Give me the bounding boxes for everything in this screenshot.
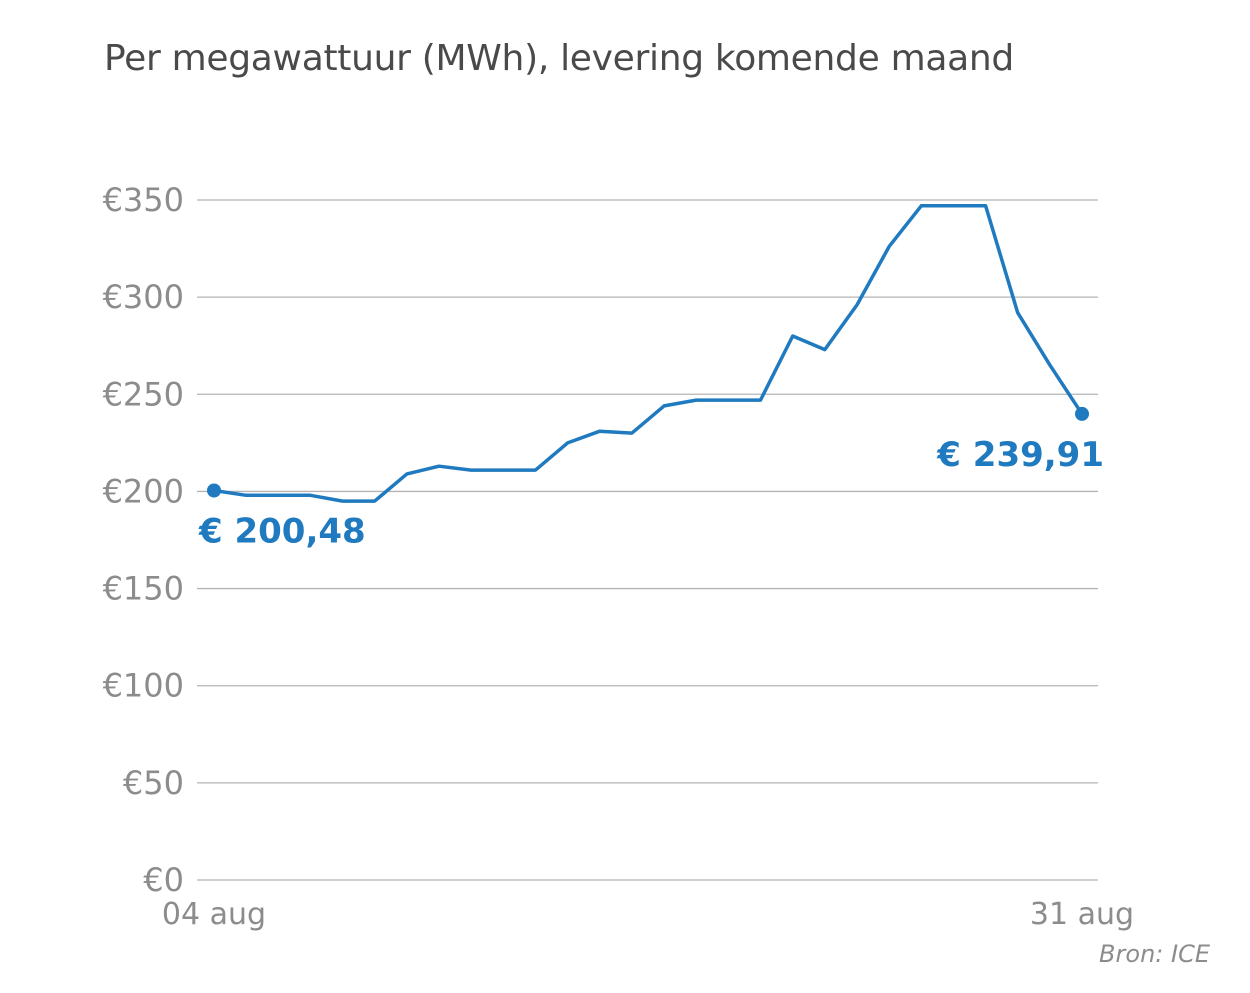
- end-labels: € 200,48 € 239,91: [198, 435, 1104, 552]
- y-tick-label: €200: [103, 472, 184, 510]
- x-tick-label: 04 aug: [162, 897, 266, 932]
- x-tick-label: 31 aug: [1030, 897, 1134, 932]
- y-tick-label: €350: [103, 181, 184, 219]
- end-point-marker: [1075, 406, 1089, 421]
- series-line: [212, 204, 1084, 503]
- y-tick-label: €150: [103, 570, 184, 608]
- y-axis-ticks: €0 €50 €100 €150 €200 €250 €300 €350: [103, 181, 184, 899]
- source-note: Bron: ICE: [1099, 940, 1210, 968]
- y-tick-label: €50: [123, 764, 184, 802]
- y-tick-label: €100: [103, 667, 184, 705]
- end-value-label: € 200,48: [198, 511, 366, 551]
- gridlines: [197, 199, 1098, 881]
- y-tick-label: €250: [103, 375, 184, 413]
- end-points: [207, 406, 1089, 498]
- chart-title: Per megawattuur (MWh), levering komende …: [104, 38, 1014, 79]
- y-tick-label: €300: [103, 278, 184, 316]
- x-axis-ticks: 04 aug 31 aug: [162, 897, 1134, 932]
- y-tick-label: €0: [143, 861, 184, 899]
- end-value-label: € 239,91: [936, 435, 1104, 475]
- end-point-marker: [207, 483, 221, 498]
- series-line-group: [212, 204, 1084, 503]
